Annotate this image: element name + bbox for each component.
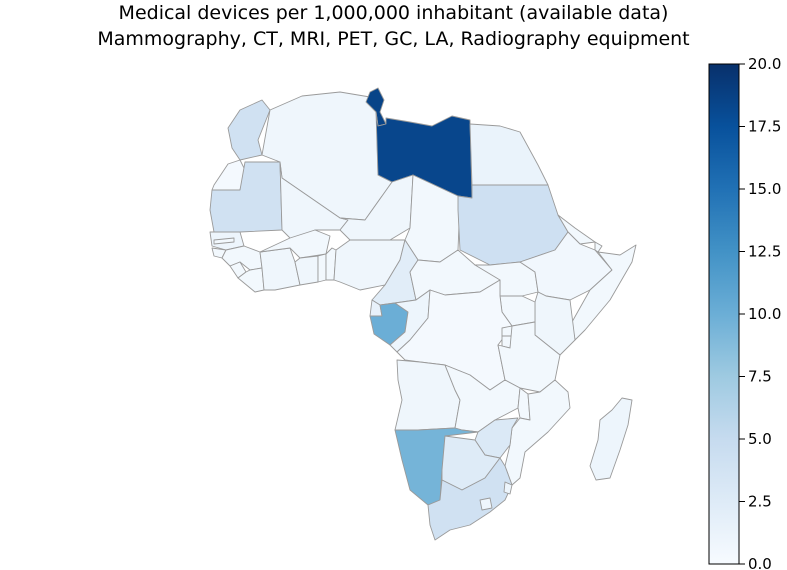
country-burkina-faso [259, 229, 331, 259]
title-line-1: Medical devices per 1,000,000 inhabitant… [118, 2, 669, 24]
country-mali [279, 161, 349, 239]
country-gambia [213, 237, 235, 245]
colorbar-tick-label: 12.5 [748, 243, 781, 261]
country-tanzania [497, 321, 561, 393]
colorbar-tick-label: 10.0 [748, 305, 781, 323]
colorbar-gradient [708, 63, 740, 565]
country-lesotho [479, 497, 493, 511]
country-somalia [571, 244, 637, 341]
colorbar-tick-label: 20.0 [748, 55, 781, 73]
colorbar-tick-label: 17.5 [748, 118, 781, 136]
country-eritrea [557, 214, 596, 245]
country-eswatini [503, 481, 513, 495]
chart-title: Medical devices per 1,000,000 inhabitant… [0, 0, 787, 52]
colorbar-ticks: 20.0 17.5 15.0 12.5 10.0 7.5 5.0 2.5 0.0 [739, 55, 781, 570]
colorbar-tick-label: 7.5 [748, 368, 772, 386]
country-madagascar [589, 397, 633, 481]
colorbar-tick-label: 5.0 [748, 430, 772, 448]
colorbar-tick-label: 0.0 [748, 555, 772, 570]
colorbar-tick-label: 15.0 [748, 180, 781, 198]
title-line-2: Mammography, CT, MRI, PET, GC, LA, Radio… [97, 28, 690, 50]
colorbar-tick-label: 2.5 [748, 493, 772, 511]
country-niger [339, 174, 414, 241]
